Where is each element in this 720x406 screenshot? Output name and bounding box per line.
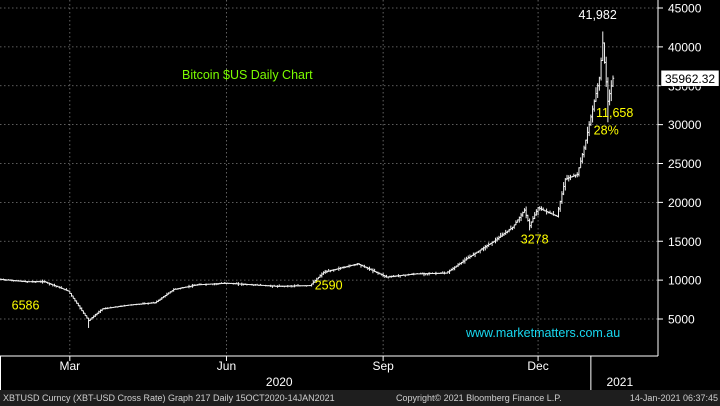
x-tick-label-mar: Mar [59,359,80,373]
last-price-marker: 35962.32 [660,70,720,87]
annotation-1: 11,658 [596,106,633,120]
y-tick-label-15000: 15000 [668,235,702,249]
grid [0,0,658,356]
x-tick-label-dec: Dec [527,359,548,373]
annotation-2: 28% [594,124,619,138]
x-tick-label-jun: Jun [217,359,236,373]
annotation-4: 2590 [315,278,343,292]
last-price-box [660,70,720,87]
y-tick-label-10000: 10000 [668,274,702,288]
y-tick-label-25000: 25000 [668,157,702,171]
annotation-3: 3278 [521,233,549,247]
y-tick-label-20000: 20000 [668,196,702,210]
price-chart: 5000100001500020000250003000035000400004… [0,0,720,390]
annotations: 41,982 11,658 28% 3278 2590 6586 [12,8,634,313]
footer-timestamp: 14-Jan-2021 06:37:45 [629,393,718,403]
x-tick-label-sep: Sep [372,359,394,373]
annotation-5: 6586 [12,299,40,313]
bloomberg-footer: XBTUSD Curncy (XBT-USD Cross Rate) Graph… [0,390,720,406]
year-label-2021: 2021 [606,375,633,389]
y-tick-label-45000: 45000 [668,2,702,16]
y-tick-label-40000: 40000 [668,40,702,54]
y-tick-label-5000: 5000 [668,313,695,327]
plot-background [0,0,720,390]
chart-title: Bitcoin $US Daily Chart [182,68,313,82]
y-axis-labels: 5000100001500020000250003000035000400004… [668,2,702,327]
x-axis-labels: Mar Jun Sep Dec 2020 2021 [59,359,633,389]
price-bars [0,31,615,328]
y-tick-label-30000: 30000 [668,118,702,132]
last-price-label: 35962.32 [665,72,715,86]
axes [0,0,663,390]
year-label-2020: 2020 [266,375,293,389]
footer-security-info: XBTUSD Curncy (XBT-USD Cross Rate) Graph… [3,393,335,403]
website-watermark: www.marketmatters.com.au [465,326,620,340]
annotation-0: 41,982 [579,8,617,22]
footer-copyright: Copyright© 2021 Bloomberg Finance L.P. [396,393,562,403]
price-bar [611,75,615,88]
